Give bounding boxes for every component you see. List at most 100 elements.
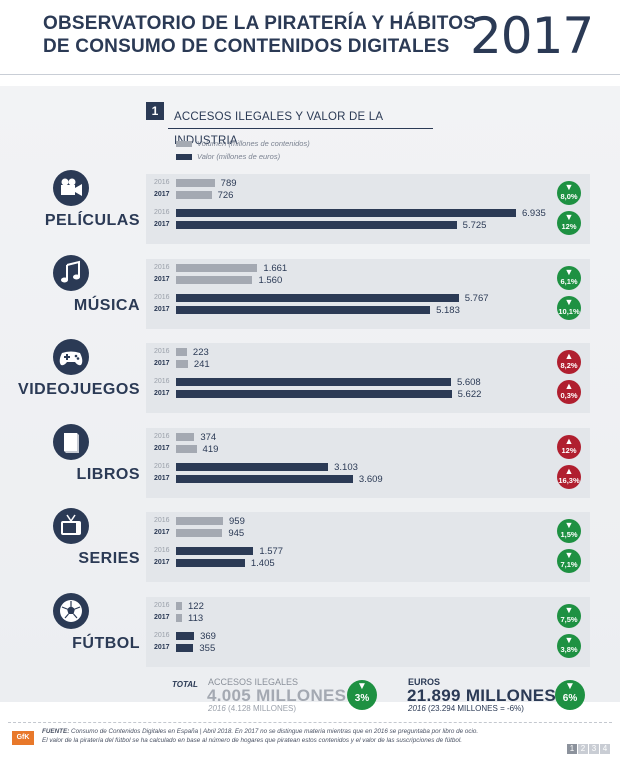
volume-bar <box>176 601 182 610</box>
year-label: 2016 <box>154 209 170 216</box>
soccer-ball-icon <box>53 592 89 629</box>
volume-change-value: 12% <box>561 445 577 455</box>
year-label: 2016 <box>154 179 170 186</box>
arrow-down-icon: ▼ <box>564 550 574 560</box>
book-icon <box>53 423 89 460</box>
arrow-down-icon: ▼ <box>357 681 367 692</box>
year-label: 2017 <box>154 221 170 228</box>
year-label: 2016 <box>154 378 170 385</box>
euros-prev-value: (23.294 MILLONES = -6%) <box>428 704 524 713</box>
title-line-1: OBSERVATORIO DE LA PIRATERÍA Y HÁBITOS <box>43 13 477 34</box>
value-change-badge: ▲ 0,3% <box>557 380 581 404</box>
euros-total-label: EUROS <box>408 677 441 687</box>
volume-bar <box>176 360 188 368</box>
value-change-badge: ▼ 10,1% <box>557 295 581 320</box>
access-total-label: ACCESOS ILEGALES <box>208 677 299 687</box>
source-label: FUENTE: <box>42 728 70 735</box>
value-value-label: 3.609 <box>358 473 383 485</box>
value-bar <box>176 559 245 567</box>
volume-bar <box>176 179 215 187</box>
volume-change-value: 8,0% <box>560 192 578 201</box>
section-title: ACCESOS ILEGALES Y VALOR DE LA INDUSTRIA <box>168 105 433 147</box>
volume-change-badge: ▲ 8,2% <box>557 350 581 374</box>
year-label: 2017 <box>154 444 170 452</box>
value-value-label: 5.767 <box>464 292 489 304</box>
value-bar <box>176 209 516 217</box>
category-cat-2: VIDEOJUEGOS <box>0 339 146 421</box>
legend-value: Valor (millones de euros) <box>176 152 280 161</box>
value-value-label: 6.935 <box>522 208 546 219</box>
year-label: 2017 <box>154 474 170 482</box>
value-value-label: 1.577 <box>259 546 284 557</box>
arrow-down-icon: ▼ <box>564 604 574 615</box>
value-change-badge: ▼ 12% <box>557 211 581 235</box>
title-line-2: DE CONSUMO DE CONTENIDOS DIGITALES <box>43 36 450 57</box>
value-change-badge: ▼ 7,1% <box>557 549 581 573</box>
arrow-up-icon: ▲ <box>564 465 574 476</box>
value-bar <box>176 221 457 229</box>
year-label: 2016 <box>154 348 170 355</box>
year-label: 2017 <box>154 643 170 651</box>
arrow-down-icon: ▼ <box>564 266 574 277</box>
legend-volume: Volumen (millones de contenidos) <box>176 139 310 148</box>
value-change-value: 10,1% <box>558 306 580 316</box>
category-cat-5: FÚTBOL <box>0 592 146 675</box>
legend-value-swatch <box>176 154 192 161</box>
total-label: TOTAL <box>172 680 198 689</box>
value-bar <box>176 631 195 640</box>
volume-value-label: 419 <box>202 443 219 455</box>
year-label: 2017 <box>154 360 170 367</box>
access-total-previous: 2016 (4.128 MILLONES) <box>208 704 296 713</box>
value-change-value: 12% <box>561 222 577 231</box>
arrow-up-icon: ▲ <box>564 381 574 391</box>
gfk-logo: GfK <box>12 731 34 745</box>
legend-volume-swatch <box>176 141 192 148</box>
volume-change-value: 1,5% <box>560 530 578 539</box>
volume-bar <box>176 613 182 622</box>
page-2-button[interactable]: 2 <box>578 744 588 754</box>
volume-value-label: 122 <box>188 600 204 612</box>
value-bar <box>176 390 452 398</box>
page-4-button[interactable]: 4 <box>600 744 610 754</box>
page-3-button[interactable]: 3 <box>589 744 599 754</box>
euros-change-badge: ▼ 6% <box>555 680 585 710</box>
value-value-label: 5.725 <box>462 220 487 231</box>
volume-change-badge: ▼ 8,0% <box>557 181 581 205</box>
footer <box>8 722 612 753</box>
value-bar <box>176 547 254 555</box>
category-label: MÚSICA <box>73 296 140 314</box>
volume-value-label: 945 <box>228 528 245 539</box>
value-value-label: 5.608 <box>456 377 481 388</box>
arrow-down-icon: ▼ <box>565 681 575 692</box>
value-bar <box>176 643 194 652</box>
year-label: 2016 <box>154 631 170 639</box>
category-cat-0: PELÍCULAS <box>0 170 146 252</box>
volume-value-label: 1.560 <box>258 274 283 286</box>
category-label: SERIES <box>78 550 140 567</box>
section-number: 1 <box>146 102 164 120</box>
value-value-label: 1.405 <box>250 558 275 569</box>
value-change-value: 7,1% <box>560 560 578 569</box>
value-change-badge: ▲ 16,3% <box>557 464 581 489</box>
volume-change-badge: ▲ 12% <box>557 434 581 459</box>
value-change-value: 3,8% <box>560 644 578 654</box>
volume-change-value: 7,5% <box>560 614 578 624</box>
volume-value-label: 241 <box>193 359 210 370</box>
volume-value-label: 789 <box>220 178 237 189</box>
volume-bar <box>176 517 224 525</box>
arrow-down-icon: ▼ <box>564 182 574 192</box>
arrow-up-icon: ▲ <box>564 351 574 361</box>
volume-change-badge: ▼ 7,5% <box>557 603 581 628</box>
access-total-value: 4.005 MILLONES <box>207 686 347 705</box>
euros-total-value: 21.899 MILLONES <box>407 686 557 705</box>
volume-value-label: 1.661 <box>263 262 288 274</box>
page-1-button[interactable]: 1 <box>567 744 577 754</box>
volume-value-label: 959 <box>229 516 245 527</box>
volume-change-badge: ▼ 6,1% <box>557 265 581 290</box>
category-cat-4: SERIES <box>0 508 146 590</box>
television-icon <box>53 508 89 544</box>
category-label: VIDEOJUEGOS <box>18 381 140 398</box>
category-cat-3: LIBROS <box>0 423 146 506</box>
film-camera-icon <box>53 170 89 206</box>
